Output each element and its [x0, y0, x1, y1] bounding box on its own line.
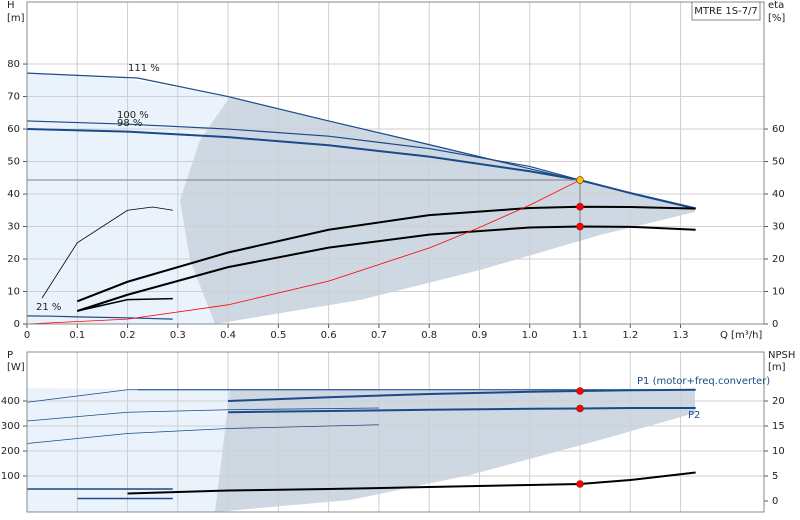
y2-tick-label: 15 [772, 421, 785, 432]
chart-title: MTRE 1S-7/7 [694, 6, 758, 17]
x-tick-label: 0.6 [321, 330, 337, 341]
y-tick-label: 400 [1, 396, 20, 407]
y-axis-label: [W] [7, 362, 25, 373]
series-line [76, 205, 696, 303]
duty-point [576, 202, 584, 211]
series-line [26, 179, 581, 325]
x-tick-label: 0 [24, 330, 30, 341]
x-tick-label: 0.4 [220, 330, 236, 341]
y2-tick-label: 60 [772, 124, 785, 135]
series-line [26, 407, 379, 422]
series-line [26, 389, 379, 403]
duty-point [576, 387, 584, 395]
range-shade [180, 97, 695, 324]
y2-axis-label: eta [768, 0, 784, 11]
duty-point [576, 176, 584, 184]
series-label: 98 % [117, 118, 142, 129]
series-label: 100 % [117, 110, 149, 121]
series-line [26, 315, 173, 320]
series-label: 21 % [36, 302, 61, 313]
y2-axis-label: NPSH [768, 350, 795, 361]
series-line [41, 206, 173, 299]
x-tick-label: 0.2 [120, 330, 136, 341]
x-tick-label: 1.3 [673, 330, 689, 341]
y-axis-label: H [7, 0, 15, 11]
y2-tick-label: 20 [772, 254, 785, 265]
y-tick-label: 100 [1, 471, 20, 482]
y-tick-label: 40 [7, 189, 20, 200]
y2-tick-label: 0 [772, 496, 778, 507]
y2-tick-label: 50 [772, 157, 785, 168]
y2-tick-label: 5 [772, 471, 778, 482]
series-label: 111 % [128, 63, 160, 74]
x-tick-label: 1.0 [522, 330, 538, 341]
y-axis-label: [m] [7, 13, 25, 24]
series-label: P2 [688, 410, 700, 421]
x-tick-label: 0.3 [170, 330, 186, 341]
y2-tick-label: 0 [772, 319, 778, 330]
series-line [228, 407, 696, 414]
y2-axis-label: [m] [768, 362, 786, 373]
y-tick-label: 60 [7, 124, 20, 135]
plot-frame [26, 1, 765, 325]
x-tick-label: 0.9 [472, 330, 488, 341]
marks [26, 72, 696, 500]
duty-point [576, 480, 584, 488]
plot-frame [26, 351, 765, 513]
series-line [127, 471, 696, 495]
grid [23, 2, 768, 512]
y-tick-label: 10 [7, 287, 20, 298]
y-tick-label: 300 [1, 421, 20, 432]
y-tick-label: 200 [1, 446, 20, 457]
series-label: P1 (motor+freq.converter) [637, 376, 770, 387]
y-axis-label: P [7, 350, 13, 361]
y-tick-label: 80 [7, 59, 20, 70]
y2-axis-label: [%] [768, 13, 785, 24]
y-tick-label: 20 [7, 254, 20, 265]
x-tick-label: 1.1 [572, 330, 588, 341]
y-tick-label: 0 [14, 319, 20, 330]
x-tick-label: 0.8 [421, 330, 437, 341]
series-line [77, 297, 173, 312]
y2-tick-label: 20 [772, 396, 785, 407]
duty-point [576, 404, 584, 413]
series-line [26, 424, 379, 444]
y-tick-label: 70 [7, 92, 20, 103]
x-tick-label: 0.7 [371, 330, 387, 341]
title-box [691, 1, 761, 21]
x-tick-label: 0.1 [69, 330, 85, 341]
x-tick-label: 0.5 [270, 330, 286, 341]
y2-tick-label: 10 [772, 446, 785, 457]
series-line [76, 225, 696, 312]
y2-tick-label: 10 [772, 287, 785, 298]
series-line [26, 128, 696, 210]
x-tick-label: 1.2 [622, 330, 638, 341]
y2-tick-label: 40 [772, 189, 785, 200]
duty-point [576, 222, 584, 231]
y-tick-label: 50 [7, 157, 20, 168]
y-tick-label: 30 [7, 222, 20, 233]
y2-tick-label: 30 [772, 222, 785, 233]
x-axis-label: Q [m³/h] [720, 330, 762, 341]
